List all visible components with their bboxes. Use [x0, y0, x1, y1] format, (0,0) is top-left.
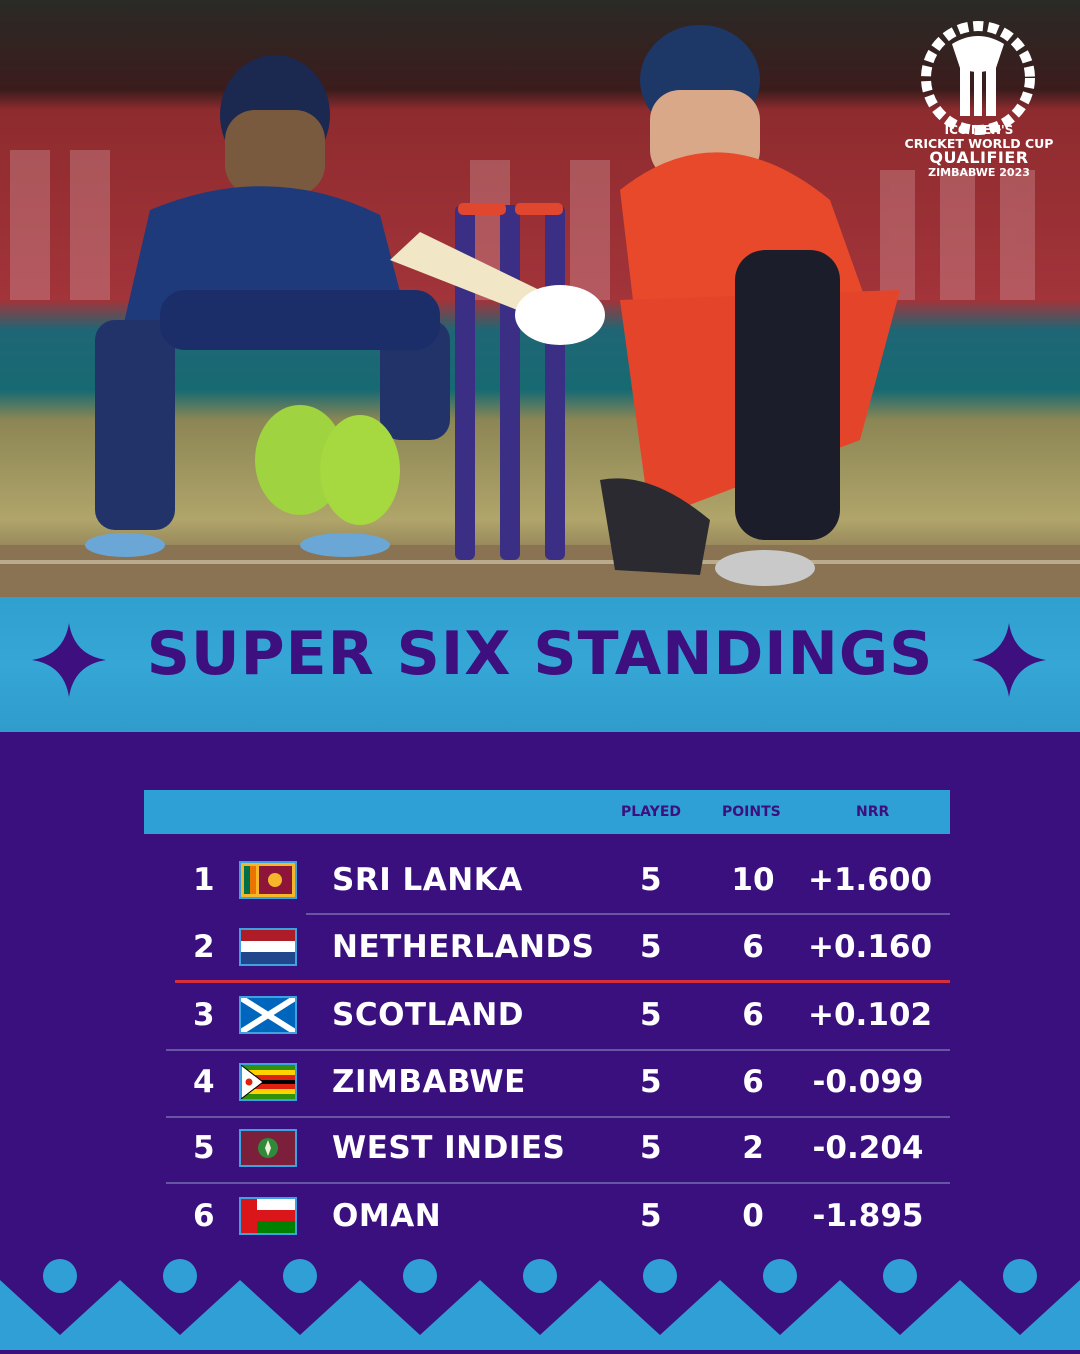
sparkle-right-icon: [972, 623, 1046, 697]
header-points: POINTS: [722, 804, 781, 820]
row-points: 0: [742, 1198, 764, 1234]
batter-figure: [390, 25, 900, 586]
row-played: 5: [640, 862, 662, 898]
page-title: SUPER SIX STANDINGS: [146, 619, 934, 689]
wicketkeeper-figure: [85, 55, 450, 557]
table-row: 1 SRI LANKA 5 10 +1.600: [0, 848, 1080, 915]
row-nrr: -0.204: [812, 1130, 924, 1166]
table-row: 6 OMAN 5 0 -1.895: [0, 1184, 1080, 1251]
row-team: SCOTLAND: [332, 997, 524, 1033]
qualification-line: [175, 980, 950, 983]
row-nrr: -1.895: [812, 1198, 924, 1234]
table-row: 2 NETHERLANDS 5 6 +0.160: [0, 915, 1080, 982]
sparkle-left-icon: [32, 623, 106, 697]
zimbabwe-flag-icon: [239, 1063, 297, 1101]
row-rank: 3: [193, 997, 215, 1033]
row-divider: [306, 913, 950, 915]
table-row: 4 ZIMBABWE 5 6 -0.099: [0, 1050, 1080, 1117]
row-team: SRI LANKA: [332, 862, 523, 898]
row-divider: [166, 1182, 950, 1184]
row-rank: 6: [193, 1198, 215, 1234]
row-points: 6: [742, 1064, 764, 1100]
row-played: 5: [640, 1130, 662, 1166]
table-row: 5 WEST INDIES 5 2 -0.204: [0, 1116, 1080, 1183]
decorative-footer: [0, 1250, 1080, 1350]
stumps-figure: [455, 203, 565, 560]
row-rank: 5: [193, 1130, 215, 1166]
zigzag-pattern-icon: [0, 1259, 1080, 1350]
netherlands-flag-icon: [239, 928, 297, 966]
row-played: 5: [640, 997, 662, 1033]
row-team: ZIMBABWE: [332, 1064, 526, 1100]
title-banner: SUPER SIX STANDINGS: [0, 597, 1080, 732]
tournament-logo: ICC MEN'S CRICKET WORLD CUP QUALIFIER ZI…: [904, 24, 1054, 178]
table-row: 3 SCOTLAND 5 6 +0.102: [0, 983, 1080, 1050]
oman-flag-icon: [239, 1197, 297, 1235]
row-rank: 1: [193, 862, 215, 898]
row-team: WEST INDIES: [332, 1130, 566, 1166]
hero-photo: ICC MEN'S CRICKET WORLD CUP QUALIFIER ZI…: [0, 0, 1080, 597]
row-team: OMAN: [332, 1198, 442, 1234]
row-points: 6: [742, 929, 764, 965]
logo-line-2: CRICKET WORLD CUP: [904, 135, 1054, 151]
row-nrr: +0.160: [808, 929, 933, 965]
west-indies-flag-icon: [239, 1129, 297, 1167]
row-nrr: +1.600: [808, 862, 933, 898]
cricket-match-illustration: [0, 21, 1080, 597]
row-rank: 4: [193, 1064, 215, 1100]
table-header: PLAYED POINTS NRR: [144, 790, 950, 834]
logo-line-1: ICC MEN'S: [944, 123, 1014, 137]
header-nrr: NRR: [856, 804, 890, 820]
sri-lanka-flag-icon: [239, 861, 297, 899]
row-played: 5: [640, 929, 662, 965]
logo-line-3: QUALIFIER: [929, 147, 1029, 167]
row-nrr: +0.102: [808, 997, 933, 1033]
row-points: 6: [742, 997, 764, 1033]
row-played: 5: [640, 1064, 662, 1100]
logo-line-4: ZIMBABWE 2023: [928, 165, 1030, 179]
row-points: 2: [742, 1130, 764, 1166]
row-played: 5: [640, 1198, 662, 1234]
row-divider: [166, 1049, 950, 1051]
row-divider: [166, 1116, 950, 1118]
scotland-flag-icon: [239, 996, 297, 1034]
row-rank: 2: [193, 929, 215, 965]
row-team: NETHERLANDS: [332, 929, 595, 965]
row-points: 10: [731, 862, 775, 898]
header-played: PLAYED: [621, 804, 681, 820]
icc-trophy-logo-icon: [921, 21, 1035, 135]
row-nrr: -0.099: [812, 1064, 924, 1100]
